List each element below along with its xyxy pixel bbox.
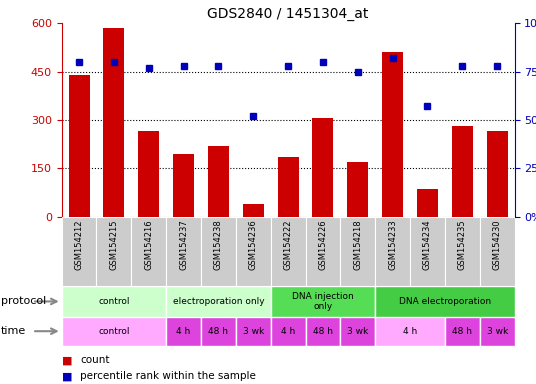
Text: 4 h: 4 h: [281, 327, 295, 336]
Bar: [306, 217, 340, 286]
Bar: [243, 204, 264, 217]
Text: control: control: [98, 297, 130, 306]
Bar: [278, 157, 299, 217]
Bar: [375, 217, 410, 286]
Bar: [340, 217, 375, 286]
Bar: [166, 217, 201, 286]
Text: GSM154233: GSM154233: [388, 219, 397, 270]
Text: protocol: protocol: [1, 296, 46, 306]
Bar: [236, 217, 271, 286]
Bar: [375, 317, 445, 346]
Bar: [131, 217, 166, 286]
Bar: [166, 317, 201, 346]
Text: GSM154237: GSM154237: [179, 219, 188, 270]
Text: GSM154222: GSM154222: [284, 219, 293, 270]
Bar: [480, 217, 515, 286]
Text: 48 h: 48 h: [313, 327, 333, 336]
Text: 3 wk: 3 wk: [347, 327, 368, 336]
Bar: [410, 217, 445, 286]
Text: electroporation only: electroporation only: [173, 297, 264, 306]
Text: GSM154230: GSM154230: [493, 219, 502, 270]
Bar: [236, 317, 271, 346]
Bar: [312, 118, 333, 217]
Bar: [173, 154, 194, 217]
Text: 48 h: 48 h: [209, 327, 228, 336]
Text: GSM154226: GSM154226: [318, 219, 327, 270]
Text: GSM154238: GSM154238: [214, 219, 223, 270]
Text: GSM154215: GSM154215: [109, 219, 118, 270]
Bar: [271, 217, 306, 286]
Text: 48 h: 48 h: [452, 327, 472, 336]
Text: 3 wk: 3 wk: [487, 327, 508, 336]
Bar: [208, 146, 229, 217]
Bar: [480, 317, 515, 346]
Text: control: control: [98, 327, 130, 336]
Bar: [201, 217, 236, 286]
Bar: [138, 131, 159, 217]
Text: GSM154235: GSM154235: [458, 219, 467, 270]
Title: GDS2840 / 1451304_at: GDS2840 / 1451304_at: [207, 7, 369, 21]
Bar: [271, 286, 375, 317]
Bar: [69, 75, 90, 217]
Text: count: count: [80, 355, 110, 365]
Bar: [375, 286, 515, 317]
Bar: [347, 162, 368, 217]
Text: DNA electroporation: DNA electroporation: [399, 297, 491, 306]
Text: ■: ■: [62, 355, 72, 365]
Text: GSM154234: GSM154234: [423, 219, 432, 270]
Bar: [166, 286, 271, 317]
Text: 4 h: 4 h: [403, 327, 417, 336]
Bar: [445, 217, 480, 286]
Text: 3 wk: 3 wk: [243, 327, 264, 336]
Text: time: time: [1, 326, 26, 336]
Bar: [271, 317, 306, 346]
Text: ■: ■: [62, 371, 72, 381]
Text: GSM154212: GSM154212: [75, 219, 84, 270]
Text: GSM154216: GSM154216: [144, 219, 153, 270]
Text: percentile rank within the sample: percentile rank within the sample: [80, 371, 256, 381]
Bar: [103, 28, 124, 217]
Bar: [487, 131, 508, 217]
Bar: [306, 317, 340, 346]
Bar: [382, 52, 403, 217]
Bar: [62, 317, 166, 346]
Text: GSM154218: GSM154218: [353, 219, 362, 270]
Bar: [96, 217, 131, 286]
Bar: [201, 317, 236, 346]
Bar: [62, 217, 96, 286]
Bar: [452, 126, 473, 217]
Bar: [62, 286, 166, 317]
Bar: [417, 189, 438, 217]
Bar: [445, 317, 480, 346]
Text: DNA injection
only: DNA injection only: [292, 292, 354, 311]
Text: GSM154236: GSM154236: [249, 219, 258, 270]
Text: 4 h: 4 h: [176, 327, 191, 336]
Bar: [340, 317, 375, 346]
